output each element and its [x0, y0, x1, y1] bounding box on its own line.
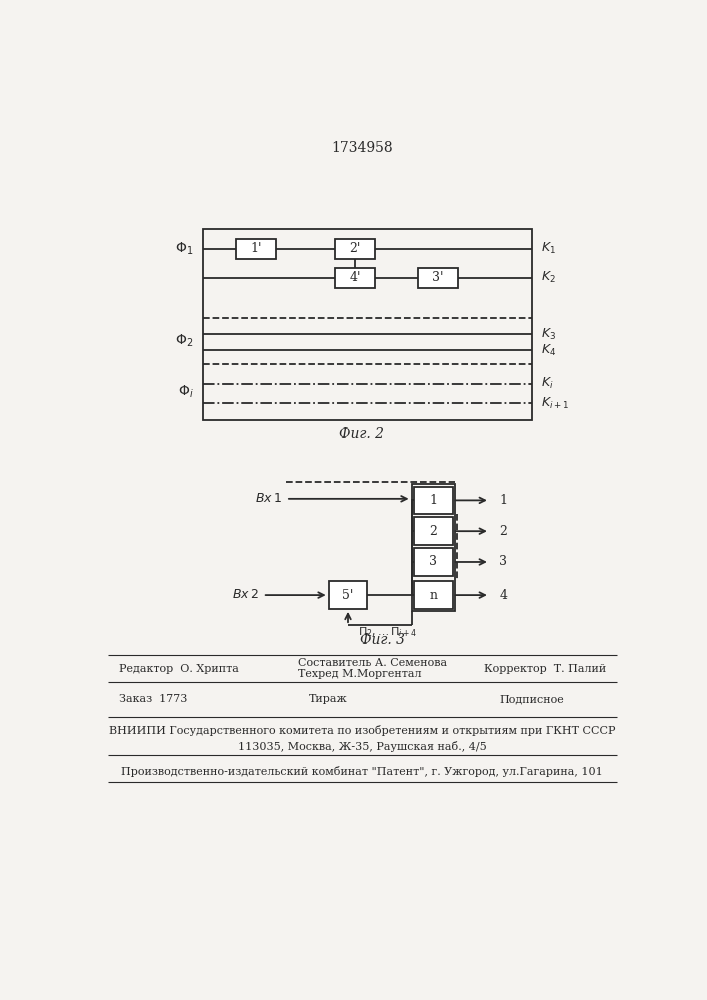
Bar: [414, 517, 452, 545]
Text: $K_1$: $K_1$: [541, 241, 556, 256]
Text: Корректор  Т. Палий: Корректор Т. Палий: [484, 664, 606, 674]
Bar: [414, 581, 452, 609]
Text: 2: 2: [429, 525, 437, 538]
Text: Техред М.Моргентал: Техред М.Моргентал: [298, 669, 421, 679]
Bar: [411, 484, 455, 611]
Text: 3': 3': [432, 271, 444, 284]
Bar: [235, 239, 276, 259]
Text: n: n: [429, 589, 437, 602]
Text: Редактор  О. Хрипта: Редактор О. Хрипта: [119, 664, 239, 674]
Text: $K_2$: $K_2$: [541, 270, 556, 285]
Text: 1734958: 1734958: [331, 141, 393, 155]
Text: Производственно-издательский комбинат "Патент", г. Ужгород, ул.Гагарина, 101: Производственно-издательский комбинат "П…: [121, 766, 603, 777]
Text: Фиг. 3: Фиг. 3: [361, 633, 405, 647]
Text: 4: 4: [499, 589, 507, 602]
Text: Заказ  1773: Заказ 1773: [119, 694, 188, 704]
Text: Подписное: Подписное: [499, 694, 564, 704]
Text: ВНИИПИ Государственного комитета по изобретениям и открытиям при ГКНТ СССР: ВНИИПИ Государственного комитета по изоб…: [109, 725, 615, 736]
Text: 5': 5': [342, 589, 354, 602]
Text: Фиг. 2: Фиг. 2: [339, 427, 385, 441]
Text: 4': 4': [349, 271, 361, 284]
Bar: [335, 239, 375, 259]
Text: 2': 2': [349, 242, 361, 255]
Text: $\Phi_2$: $\Phi_2$: [175, 333, 194, 349]
Text: 3: 3: [499, 555, 507, 568]
Text: Составитель А. Семенова: Составитель А. Семенова: [298, 658, 447, 668]
Text: 3: 3: [429, 555, 437, 568]
Bar: [418, 268, 458, 288]
Text: 1: 1: [499, 494, 507, 507]
Text: $K_4$: $K_4$: [541, 343, 556, 358]
Text: $Bx\,1$: $Bx\,1$: [255, 492, 282, 505]
Text: $K_{i+1}$: $K_{i+1}$: [541, 396, 569, 411]
Text: $Bx\,2$: $Bx\,2$: [232, 588, 259, 601]
Text: 2: 2: [499, 525, 507, 538]
Bar: [335, 268, 375, 288]
Text: $\Phi_1$: $\Phi_1$: [175, 240, 194, 257]
Text: $\Phi_i$: $\Phi_i$: [178, 384, 194, 400]
Text: $K_3$: $K_3$: [541, 327, 556, 342]
Text: $K_i$: $K_i$: [541, 376, 554, 391]
Text: Тираж: Тираж: [309, 694, 348, 704]
Bar: [414, 487, 452, 514]
Text: 113035, Москва, Ж-35, Раушская наб., 4/5: 113035, Москва, Ж-35, Раушская наб., 4/5: [238, 741, 486, 752]
Bar: [203, 229, 532, 420]
Text: 1: 1: [429, 494, 437, 507]
Bar: [414, 548, 452, 576]
Text: $\Pi_2,\ldots\,\Pi_{i+4}$: $\Pi_2,\ldots\,\Pi_{i+4}$: [358, 625, 417, 639]
Text: 1': 1': [250, 242, 262, 255]
Bar: [329, 581, 368, 609]
